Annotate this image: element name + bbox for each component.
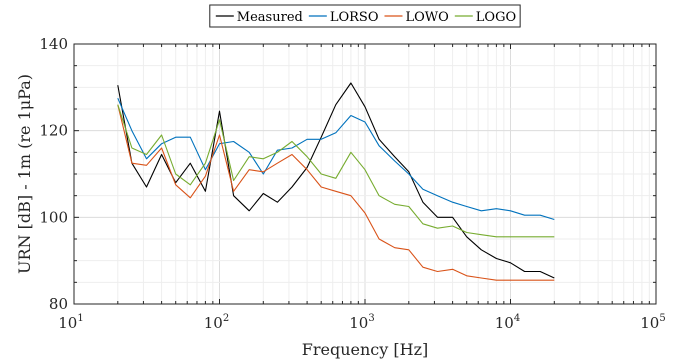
x-tick-base: 10 xyxy=(58,314,77,332)
y-tick-label: 120 xyxy=(39,122,68,140)
series-line-measured xyxy=(117,82,555,279)
ticks xyxy=(73,43,656,305)
x-tick-label: 101 xyxy=(58,313,83,332)
y-tick-label: 80 xyxy=(49,295,68,313)
x-axis-label: Frequency [Hz] xyxy=(302,340,429,359)
y-tick-label: 140 xyxy=(39,35,68,53)
x-tick-base: 10 xyxy=(640,314,659,332)
legend-entry-lorso: LORSO xyxy=(330,10,379,25)
x-tick-base: 10 xyxy=(349,314,368,332)
legend-entry-lowo: LOWO xyxy=(405,10,448,25)
x-tick-exponent: 3 xyxy=(368,313,374,324)
x-tick-exponent: 5 xyxy=(659,313,665,324)
x-tick-exponent: 1 xyxy=(77,313,83,324)
series-lines xyxy=(117,82,555,281)
y-tick-label: 100 xyxy=(39,208,68,226)
x-tick-label: 103 xyxy=(349,313,374,332)
legend-box xyxy=(209,4,521,28)
legend-entry-measured: Measured xyxy=(237,10,303,25)
series-line-lowo xyxy=(117,104,555,281)
x-tick-label: 104 xyxy=(495,313,520,332)
x-tick-base: 10 xyxy=(495,314,514,332)
grid xyxy=(73,44,656,304)
series-line-lorso xyxy=(117,97,555,221)
x-tick-exponent: 4 xyxy=(514,313,520,324)
legend: Measured LORSO LOWO LOGO xyxy=(209,4,521,28)
x-tick-label: 102 xyxy=(204,313,229,332)
series-line-logo xyxy=(117,104,555,238)
x-tick-base: 10 xyxy=(204,314,223,332)
legend-entry-logo: LOGO xyxy=(476,10,516,25)
x-tick-label: 105 xyxy=(640,313,665,332)
y-axis-label: URN [dB] - 1m (re 1μPa) xyxy=(15,74,34,274)
x-tick-exponent: 2 xyxy=(223,313,229,324)
